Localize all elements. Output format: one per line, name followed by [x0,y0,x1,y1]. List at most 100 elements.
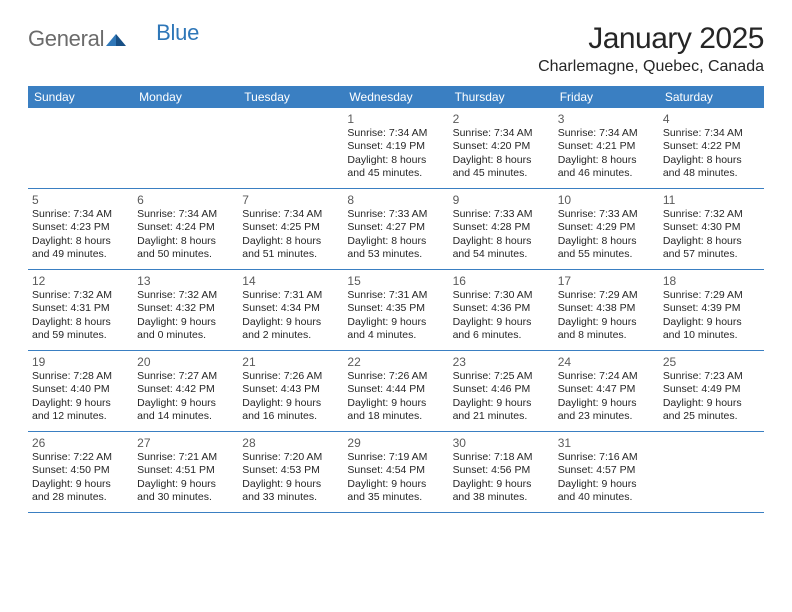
sunset-line: Sunset: 4:47 PM [558,383,655,396]
sunset-line: Sunset: 4:21 PM [558,140,655,153]
sunrise-line: Sunrise: 7:20 AM [242,451,339,464]
calendar-grid: Sunday Monday Tuesday Wednesday Thursday… [28,86,764,513]
day-cell: 22Sunrise: 7:26 AMSunset: 4:44 PMDayligh… [343,351,448,431]
daylight-line1: Daylight: 8 hours [347,235,444,248]
daylight-line1: Daylight: 9 hours [453,478,550,491]
daylight-line1: Daylight: 8 hours [347,154,444,167]
day-cell: 21Sunrise: 7:26 AMSunset: 4:43 PMDayligh… [238,351,343,431]
daylight-line2: and 51 minutes. [242,248,339,261]
daylight-line2: and 12 minutes. [32,410,129,423]
brand-part1: General [28,26,104,52]
sunrise-line: Sunrise: 7:23 AM [663,370,760,383]
daylight-line1: Daylight: 9 hours [32,478,129,491]
day-cell: 30Sunrise: 7:18 AMSunset: 4:56 PMDayligh… [449,432,554,512]
daylight-line1: Daylight: 9 hours [32,397,129,410]
day-number: 5 [32,193,129,207]
sunset-line: Sunset: 4:39 PM [663,302,760,315]
day-number: 24 [558,355,655,369]
day-number: 19 [32,355,129,369]
day-cell: 29Sunrise: 7:19 AMSunset: 4:54 PMDayligh… [343,432,448,512]
day-cell [659,432,764,512]
sunset-line: Sunset: 4:29 PM [558,221,655,234]
calendar-page: General Blue January 2025 Charlemagne, Q… [0,0,792,531]
daylight-line1: Daylight: 9 hours [137,478,234,491]
sunset-line: Sunset: 4:27 PM [347,221,444,234]
sunrise-line: Sunrise: 7:19 AM [347,451,444,464]
sunrise-line: Sunrise: 7:29 AM [663,289,760,302]
day-cell: 6Sunrise: 7:34 AMSunset: 4:24 PMDaylight… [133,189,238,269]
sunset-line: Sunset: 4:23 PM [32,221,129,234]
daylight-line2: and 23 minutes. [558,410,655,423]
week-row: 1Sunrise: 7:34 AMSunset: 4:19 PMDaylight… [28,108,764,189]
day-cell: 11Sunrise: 7:32 AMSunset: 4:30 PMDayligh… [659,189,764,269]
sunrise-line: Sunrise: 7:22 AM [32,451,129,464]
day-cell: 12Sunrise: 7:32 AMSunset: 4:31 PMDayligh… [28,270,133,350]
sunset-line: Sunset: 4:31 PM [32,302,129,315]
day-number: 21 [242,355,339,369]
sunrise-line: Sunrise: 7:33 AM [453,208,550,221]
sunrise-line: Sunrise: 7:30 AM [453,289,550,302]
day-cell: 26Sunrise: 7:22 AMSunset: 4:50 PMDayligh… [28,432,133,512]
daylight-line2: and 53 minutes. [347,248,444,261]
day-cell: 19Sunrise: 7:28 AMSunset: 4:40 PMDayligh… [28,351,133,431]
daylight-line1: Daylight: 9 hours [347,478,444,491]
daylight-line1: Daylight: 9 hours [347,316,444,329]
sunset-line: Sunset: 4:50 PM [32,464,129,477]
sunrise-line: Sunrise: 7:34 AM [558,127,655,140]
week-row: 12Sunrise: 7:32 AMSunset: 4:31 PMDayligh… [28,270,764,351]
daylight-line1: Daylight: 8 hours [137,235,234,248]
day-number: 8 [347,193,444,207]
day-number: 23 [453,355,550,369]
sunrise-line: Sunrise: 7:31 AM [347,289,444,302]
daylight-line2: and 38 minutes. [453,491,550,504]
sunrise-line: Sunrise: 7:26 AM [242,370,339,383]
daylight-line1: Daylight: 8 hours [663,154,760,167]
daylight-line2: and 21 minutes. [453,410,550,423]
daylight-line1: Daylight: 9 hours [558,316,655,329]
day-number: 27 [137,436,234,450]
sunrise-line: Sunrise: 7:21 AM [137,451,234,464]
sunset-line: Sunset: 4:40 PM [32,383,129,396]
daylight-line1: Daylight: 8 hours [453,154,550,167]
day-cell: 10Sunrise: 7:33 AMSunset: 4:29 PMDayligh… [554,189,659,269]
sunset-line: Sunset: 4:49 PM [663,383,760,396]
daylight-line1: Daylight: 9 hours [137,397,234,410]
sunset-line: Sunset: 4:36 PM [453,302,550,315]
sunrise-line: Sunrise: 7:34 AM [347,127,444,140]
sunrise-line: Sunrise: 7:28 AM [32,370,129,383]
daylight-line2: and 0 minutes. [137,329,234,342]
location-label: Charlemagne, Quebec, Canada [538,58,764,76]
day-cell: 9Sunrise: 7:33 AMSunset: 4:28 PMDaylight… [449,189,554,269]
weekday-header: Monday [133,90,238,104]
day-number: 4 [663,112,760,126]
sunset-line: Sunset: 4:51 PM [137,464,234,477]
day-number: 29 [347,436,444,450]
day-cell: 23Sunrise: 7:25 AMSunset: 4:46 PMDayligh… [449,351,554,431]
sunset-line: Sunset: 4:56 PM [453,464,550,477]
day-number: 6 [137,193,234,207]
daylight-line2: and 25 minutes. [663,410,760,423]
daylight-line1: Daylight: 8 hours [453,235,550,248]
daylight-line1: Daylight: 8 hours [663,235,760,248]
weekday-header-row: Sunday Monday Tuesday Wednesday Thursday… [28,86,764,108]
sunrise-line: Sunrise: 7:18 AM [453,451,550,464]
daylight-line1: Daylight: 9 hours [663,316,760,329]
title-block: January 2025 Charlemagne, Quebec, Canada [538,22,764,76]
day-number: 15 [347,274,444,288]
day-number: 16 [453,274,550,288]
day-cell: 5Sunrise: 7:34 AMSunset: 4:23 PMDaylight… [28,189,133,269]
day-cell: 8Sunrise: 7:33 AMSunset: 4:27 PMDaylight… [343,189,448,269]
sunset-line: Sunset: 4:20 PM [453,140,550,153]
day-cell [28,108,133,188]
day-number: 31 [558,436,655,450]
weekday-header: Thursday [449,90,554,104]
sunrise-line: Sunrise: 7:34 AM [242,208,339,221]
daylight-line2: and 30 minutes. [137,491,234,504]
daylight-line2: and 59 minutes. [32,329,129,342]
sunrise-line: Sunrise: 7:34 AM [32,208,129,221]
day-number: 26 [32,436,129,450]
sunrise-line: Sunrise: 7:34 AM [663,127,760,140]
sunset-line: Sunset: 4:46 PM [453,383,550,396]
month-title: January 2025 [538,22,764,56]
sunset-line: Sunset: 4:53 PM [242,464,339,477]
